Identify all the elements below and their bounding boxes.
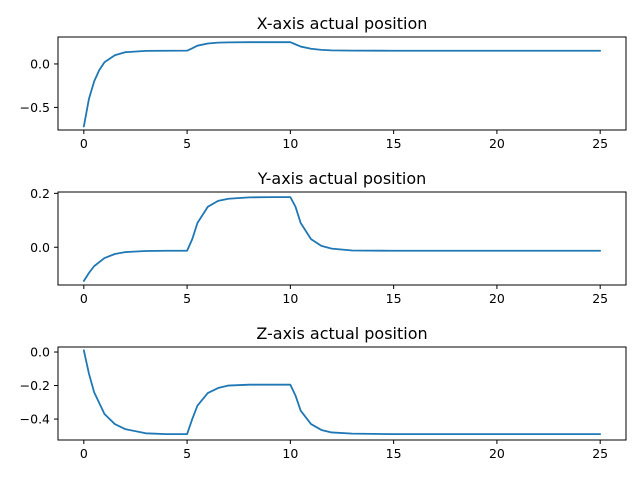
x-tick-label: 10 (282, 446, 298, 461)
subplot-title: X-axis actual position (257, 14, 428, 33)
y-tick-label: −0.5 (20, 100, 50, 115)
x-tick-label: 20 (489, 136, 505, 151)
x-tick-label: 0 (80, 291, 88, 306)
x-tick-label: 25 (592, 136, 608, 151)
axes-frame (57, 346, 627, 441)
series-line (82, 41, 602, 128)
subplot-title: Z-axis actual position (256, 324, 427, 343)
x-tick-label: 15 (386, 291, 402, 306)
x-tick-label: 15 (386, 136, 402, 151)
subplot-2: Y-axis actual position 0 5 10 15 20 25 0.2 0.0 (30, 169, 627, 306)
y-tick-label: −0.2 (20, 378, 50, 393)
x-tick-label: 20 (489, 446, 505, 461)
x-tick-label: 5 (183, 291, 191, 306)
x-tick-label: 20 (489, 291, 505, 306)
x-tick-label: 5 (183, 136, 191, 151)
x-tick-label: 25 (592, 446, 608, 461)
axes-frame (57, 36, 627, 131)
x-tick-label: 25 (592, 291, 608, 306)
subplot-3: Z-axis actual position 0 5 10 15 20 25 0.0 −0.2 −… (20, 324, 627, 461)
x-tick-label: 0 (80, 446, 88, 461)
x-tick-label: 5 (183, 446, 191, 461)
subplot-title: Y-axis actual position (257, 169, 427, 188)
series-line (82, 196, 602, 282)
x-tick-label: 10 (282, 136, 298, 151)
x-tick-label: 10 (282, 291, 298, 306)
y-tick-label: 0.0 (30, 56, 50, 71)
subplot-1: X-axis actual position 0 5 10 15 20 25 0.0 −0.5 (20, 14, 627, 151)
y-tick-label: −0.4 (20, 412, 50, 427)
y-tick-label: 0.0 (30, 240, 50, 255)
series-line (82, 349, 602, 436)
x-tick-label: 0 (80, 136, 88, 151)
y-tick-label: 0.2 (30, 186, 50, 201)
axes-frame (57, 191, 627, 286)
y-tick-label: 0.0 (30, 345, 50, 360)
x-tick-label: 15 (386, 446, 402, 461)
